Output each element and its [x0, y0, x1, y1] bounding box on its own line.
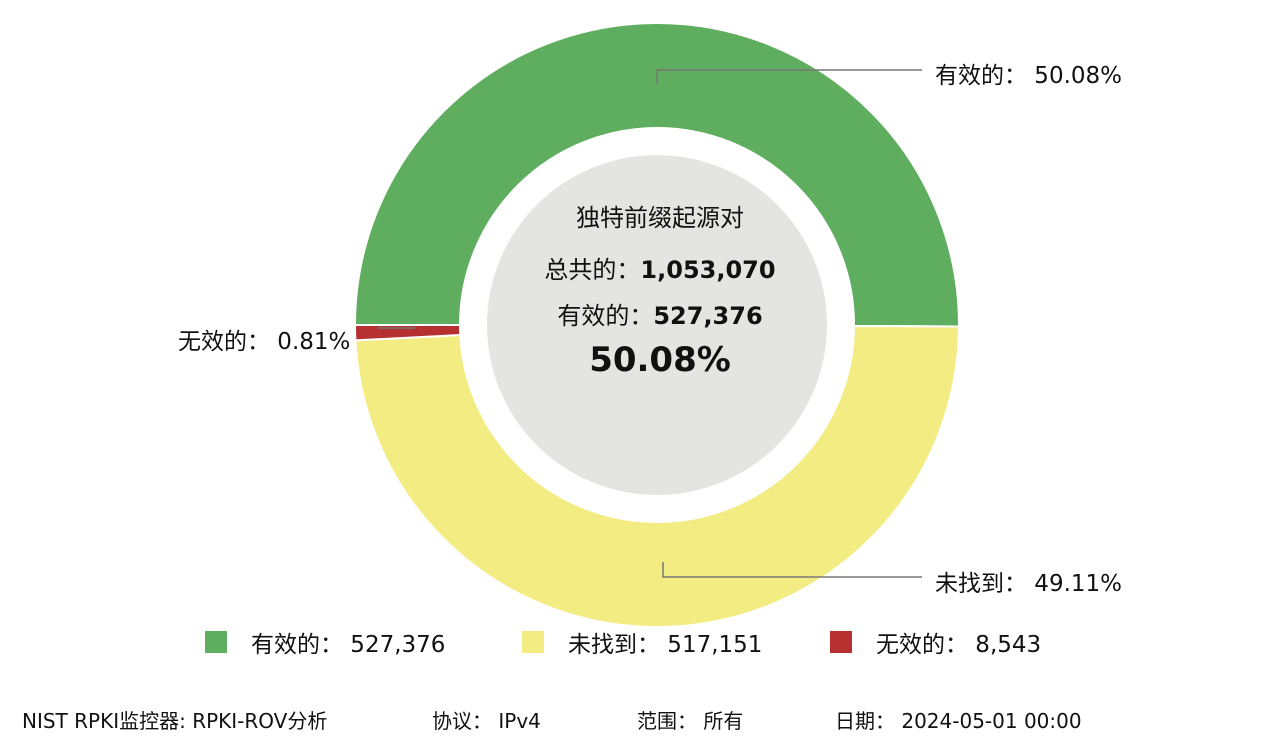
center-percent: 50.08%: [589, 340, 731, 380]
legend-swatch-notfound: [522, 631, 544, 653]
slice-invalid: [353, 324, 462, 342]
center-valid-label: 有效的：: [557, 302, 654, 330]
footer-scope: 范围： 所有: [637, 709, 744, 733]
center-title: 独特前缀起源对: [576, 204, 744, 232]
callout-valid: 有效的： 50.08%: [935, 63, 1123, 89]
callout-invalid: 无效的： 0.81%: [178, 329, 351, 355]
footer-protocol: 协议： IPv4: [432, 709, 541, 733]
callout-notfound: 未找到： 49.11%: [935, 571, 1123, 597]
slice-valid: [353, 21, 960, 328]
legend-swatch-invalid: [830, 631, 852, 653]
legend-label-notfound: 未找到： 517,151: [568, 632, 763, 658]
legend-item-valid: 有效的： 527,376: [205, 625, 445, 659]
legend: 有效的： 527,376 未找到： 517,151 无效的： 8,543: [0, 625, 1280, 659]
legend-swatch-valid: [205, 631, 227, 653]
legend-item-invalid: 无效的： 8,543: [830, 625, 1041, 659]
legend-label-valid: 有效的： 527,376: [251, 632, 446, 658]
footer-date: 日期： 2024-05-01 00:00: [835, 709, 1082, 733]
leader-line-notfound: [662, 562, 922, 578]
leader-line-valid: [656, 69, 922, 84]
footer-source: NIST RPKI监控器: RPKI-ROV分析: [22, 709, 328, 733]
center-total-label: 总共的：: [544, 256, 641, 284]
center-valid: 有效的：527,376: [460, 296, 860, 331]
legend-item-notfound: 未找到： 517,151: [522, 625, 762, 659]
center-valid-value: 527,376: [653, 302, 763, 330]
center-total-value: 1,053,070: [640, 256, 776, 284]
legend-label-invalid: 无效的： 8,543: [876, 632, 1042, 658]
slice-notfound: [354, 324, 961, 629]
center-total: 总共的：1,053,070: [460, 250, 860, 285]
center-disc: [487, 155, 827, 495]
